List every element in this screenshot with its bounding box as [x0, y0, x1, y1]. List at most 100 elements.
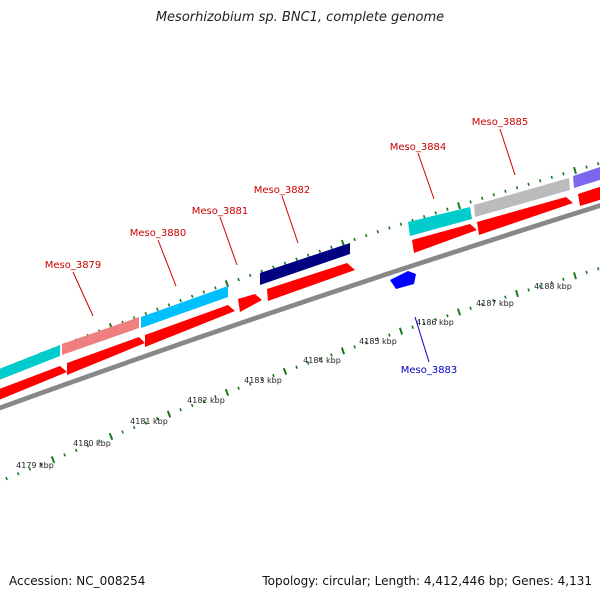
minor-tick: [353, 345, 356, 349]
kbp-label: 4181 kbp: [130, 417, 168, 426]
cds-arrow: [477, 197, 573, 235]
major-tick: [573, 272, 577, 280]
minor-tick: [446, 314, 449, 318]
minor-tick: [74, 448, 78, 453]
minor-tick: [562, 172, 565, 176]
gene-label: Meso_3881: [192, 206, 249, 217]
cds-arrow: [238, 294, 262, 312]
minor-tick: [237, 386, 240, 390]
inner-tick-ring: [5, 267, 600, 481]
genome-backbone: [0, 203, 600, 411]
gene-line-meso-3882: [281, 195, 299, 244]
cds-arrow: [578, 186, 600, 206]
minor-tick: [550, 175, 553, 179]
gene-label: Meso_3879: [45, 260, 102, 271]
minor-tick: [237, 277, 240, 282]
minor-tick: [272, 265, 275, 269]
minor-tick: [504, 295, 507, 299]
minor-tick: [330, 245, 333, 249]
kbp-label: 4179 kbp: [16, 461, 54, 470]
minor-tick: [248, 273, 252, 278]
minor-tick: [156, 307, 159, 311]
kbp-scale-labels: 4179 kbp 4180 kbp 4181 kbp 4182 kbp 4183…: [16, 282, 572, 470]
gene-label: Meso_3885: [472, 117, 529, 128]
minor-tick: [539, 179, 542, 183]
minor-tick: [260, 269, 264, 273]
gene-label: Meso_3880: [130, 228, 187, 239]
minor-tick: [527, 288, 530, 292]
major-tick: [50, 456, 56, 464]
minor-tick: [364, 341, 368, 345]
gene-label-lines: [72, 128, 516, 363]
cog-ring: [0, 167, 600, 380]
minor-tick: [539, 284, 542, 289]
minor-tick: [481, 196, 484, 201]
minor-tick: [422, 214, 426, 219]
minor-tick: [190, 294, 194, 298]
minor-tick: [144, 311, 148, 316]
minor-tick: [248, 382, 252, 386]
minor-tick: [16, 472, 20, 476]
minor-tick: [40, 462, 43, 467]
major-tick: [573, 166, 577, 175]
cog-bar: [474, 178, 570, 217]
minor-tick: [492, 193, 495, 197]
minor-tick: [434, 317, 438, 322]
cog-bar: [260, 243, 350, 285]
minor-tick: [492, 299, 496, 303]
cog-bar: [141, 286, 228, 328]
kbp-label: 4184 kbp: [303, 356, 341, 365]
major-tick: [398, 327, 404, 335]
kbp-label: 4182 kbp: [187, 396, 225, 405]
minor-tick: [480, 302, 484, 307]
minor-tick: [585, 165, 588, 169]
minor-tick: [364, 233, 368, 238]
minor-tick: [515, 186, 519, 190]
minor-tick: [260, 378, 264, 382]
minor-tick: [5, 476, 8, 481]
minor-tick: [86, 443, 90, 448]
minor-tick: [353, 237, 356, 242]
map-title: Mesorhizobium sp. BNC1, complete genome: [155, 10, 445, 25]
minor-tick: [562, 277, 565, 281]
kbp-label: 4187 kbp: [476, 299, 514, 308]
minor-tick: [202, 399, 206, 403]
minor-tick: [399, 222, 403, 226]
minor-tick: [144, 421, 148, 425]
major-tick: [224, 280, 230, 288]
cds-arrow: [412, 224, 477, 253]
minor-tick: [28, 467, 32, 471]
minor-tick: [179, 408, 182, 412]
major-tick: [166, 410, 172, 418]
cog-bar: [573, 167, 600, 188]
gene-label: Meso_3884: [390, 142, 447, 153]
minor-tick: [283, 261, 287, 265]
minor-tick: [167, 303, 171, 307]
minor-tick: [597, 267, 600, 271]
gene-label: Meso_3883: [401, 365, 458, 376]
minor-tick: [527, 182, 530, 186]
minor-tick: [376, 337, 380, 341]
minor-tick: [190, 403, 194, 408]
accession-text: Accession: NC_008254: [9, 574, 146, 588]
minor-tick: [179, 298, 182, 303]
minor-tick: [214, 286, 217, 290]
gene-line-meso-3880: [157, 239, 177, 287]
minor-tick: [318, 357, 322, 361]
minor-tick: [504, 189, 507, 193]
gene-line-meso-3879: [72, 271, 94, 317]
minor-tick: [214, 395, 217, 399]
cog-bar: [0, 345, 60, 380]
reverse-cds-arrow: [390, 271, 416, 289]
major-tick: [340, 347, 346, 355]
minor-tick: [469, 306, 472, 310]
major-tick: [282, 367, 288, 375]
minor-tick: [156, 416, 159, 421]
cds-arrow: [0, 366, 67, 400]
cds-arrow: [145, 305, 235, 347]
minor-tick: [376, 230, 380, 234]
gene-line-meso-3881: [219, 216, 238, 266]
kbp-label: 4185 kbp: [359, 337, 397, 346]
minor-tick: [597, 162, 600, 166]
